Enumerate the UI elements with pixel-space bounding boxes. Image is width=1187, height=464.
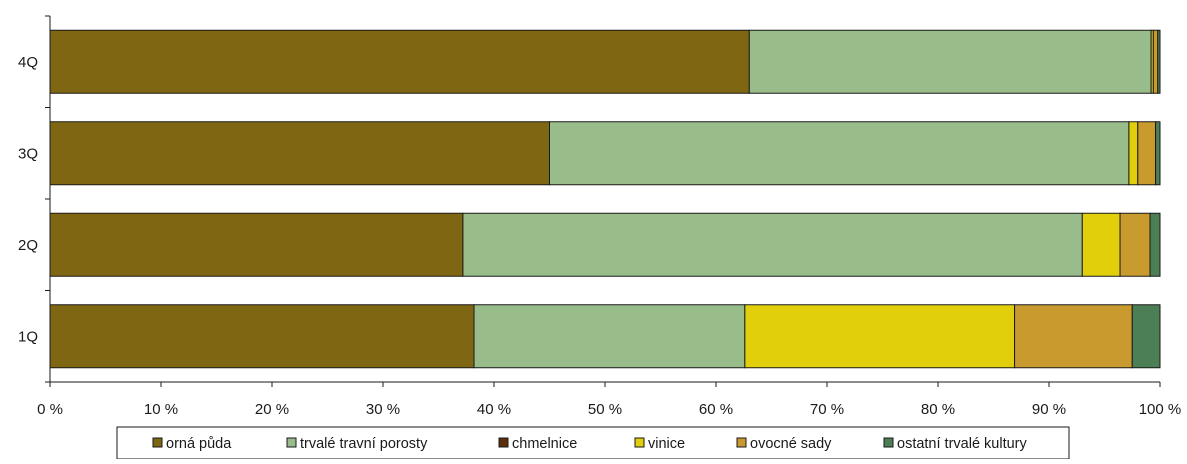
category-label: 3Q [18,145,38,162]
bar-segment-1Q-1 [49,304,475,369]
bar-segment-3Q-4 [1128,121,1139,186]
bar-segment-1Q-5 [1014,304,1133,369]
bar-segment-2Q-1 [49,212,464,277]
bar-segment-3Q-1 [49,121,550,186]
x-tick-label: 10 % [144,401,178,418]
category-label: 1Q [18,328,38,345]
legend-box [116,426,1070,460]
x-tick-label: 80 % [921,401,955,418]
bar-segment-4Q-6 [1157,29,1161,94]
bar-segment-2Q-2 [462,212,1083,277]
bar-segment-4Q-1 [49,29,750,94]
x-tick-label: 0 % [37,401,63,418]
legend-label: trvalé travní porosty [300,436,428,452]
x-tick-label: 30 % [366,401,400,418]
bar-segment-3Q-2 [549,121,1130,186]
legend-swatch [883,437,894,448]
bar-segment-3Q-5 [1137,121,1157,186]
category-label: 2Q [18,237,38,254]
x-tick-label: 90 % [1032,401,1066,418]
legend-swatch [736,437,747,448]
bar-segment-1Q-4 [744,304,1016,369]
bar-segment-1Q-6 [1131,304,1161,369]
legend-swatch [286,437,297,448]
legend-label: ostatní trvalé kultury [897,436,1027,452]
legend-label: vinice [648,436,685,452]
bar-segment-4Q-5 [1152,29,1159,94]
x-tick-label: 60 % [699,401,733,418]
axes-layer: 4Q 3Q 2Q 1Q 0 % 10 % 20 % 30 % 40 % 50 % 60 % 70 % 8… [18,15,1182,418]
x-tick-label: 40 % [477,401,511,418]
bar-segment-2Q-6 [1149,212,1161,277]
x-tick-label: 20 % [255,401,289,418]
legend-label: chmelnice [512,436,577,452]
legend-label: ovocné sady [750,436,832,452]
bar-segment-2Q-4 [1081,212,1121,277]
legend: orná půda trvalé travní porosty chmelnice v… [116,426,1070,460]
bar-segment-3Q-6 [1155,121,1161,186]
x-tick-label: 100 % [1139,401,1182,418]
x-tick-label: 50 % [588,401,622,418]
category-label: 4Q [18,54,38,71]
legend-label: orná půda [166,436,232,452]
legend-swatch [498,437,509,448]
legend-swatch [634,437,645,448]
bar-segment-1Q-2 [473,304,746,369]
bar-segment-4Q-2 [748,29,1152,94]
bar-segment-2Q-5 [1119,212,1151,277]
legend-swatch [152,437,163,448]
x-tick-label: 70 % [810,401,844,418]
bars-layer [49,29,1161,369]
